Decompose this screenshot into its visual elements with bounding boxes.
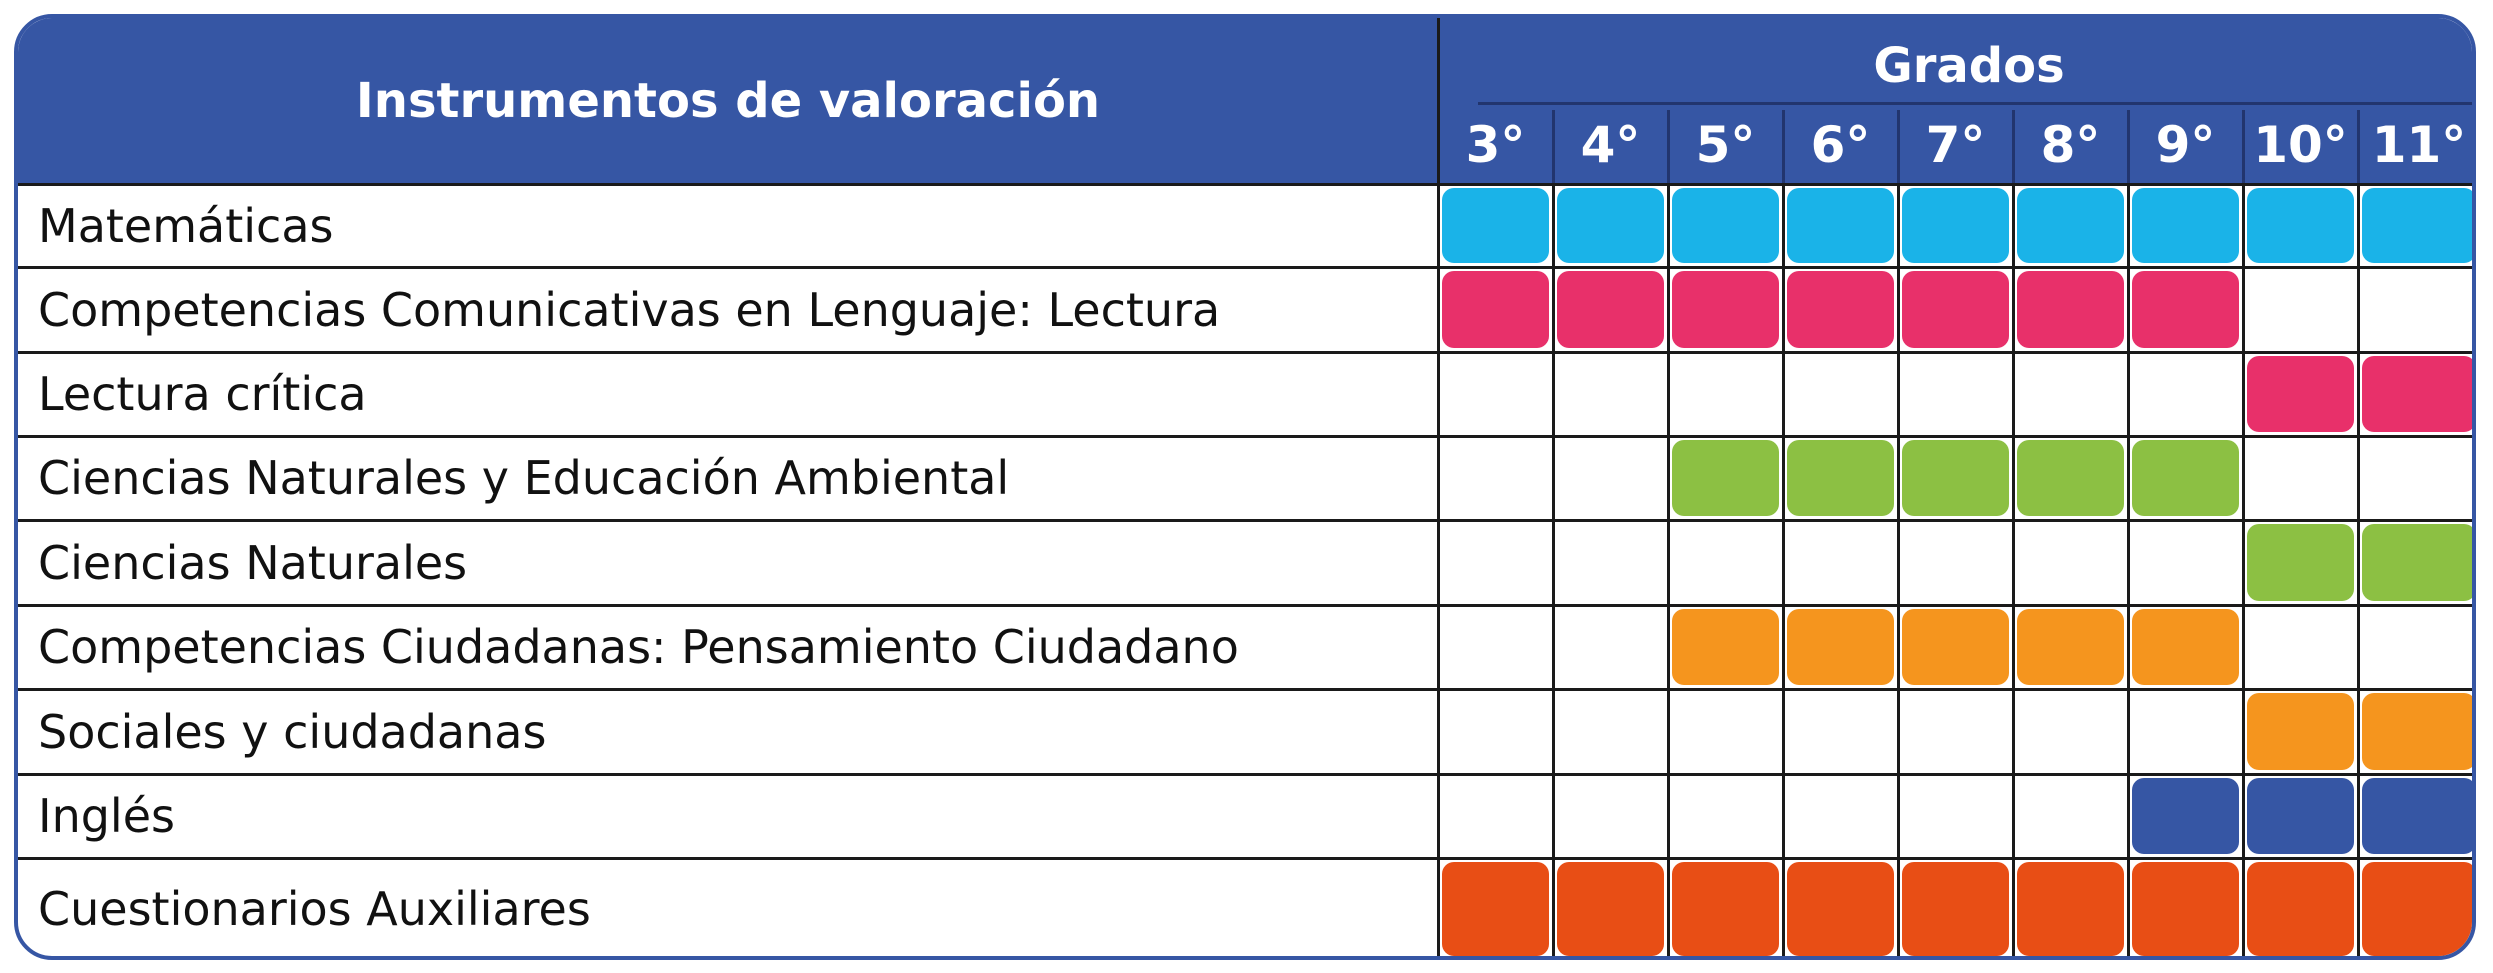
column-divider	[1552, 184, 1555, 956]
grade-cell-filled	[2247, 188, 2354, 263]
grade-cell-filled	[2132, 862, 2239, 956]
header-grade-separator	[2127, 110, 2130, 184]
row-label: Ciencias Naturales	[38, 535, 468, 590]
grade-cell-filled	[1787, 862, 1894, 956]
row-label: Sociales y ciudadanas	[38, 704, 547, 759]
grade-header-5: 7°	[1925, 116, 1986, 174]
grade-cell-filled	[1787, 188, 1894, 263]
row-divider	[18, 857, 2472, 860]
grade-cell-filled	[2132, 271, 2239, 348]
grade-cell-filled	[2132, 609, 2239, 685]
grade-cell-filled	[2362, 524, 2472, 601]
grade-cell-filled	[1672, 609, 1779, 685]
grade-cell-filled	[2247, 778, 2354, 854]
column-divider	[1437, 18, 1440, 956]
column-divider	[1897, 184, 1900, 956]
grade-header-8: 10°	[2253, 116, 2348, 174]
grade-cell-filled	[2017, 609, 2124, 685]
grade-cell-filled	[2132, 188, 2239, 263]
assessment-table: Instrumentos de valoración Grados 3° 4° 5°…	[14, 14, 2476, 960]
grade-header-6: 8°	[2040, 116, 2101, 174]
header-grade-separator	[2242, 110, 2245, 184]
column-divider	[2127, 184, 2130, 956]
grade-cell-filled	[1787, 271, 1894, 348]
grade-header-7: 9°	[2155, 116, 2216, 174]
grade-cell-filled	[1902, 271, 2009, 348]
column-divider	[1782, 184, 1785, 956]
table-header	[18, 18, 2472, 184]
grade-cell-filled	[1557, 862, 1664, 956]
grade-cell-filled	[1787, 609, 1894, 685]
row-label: Matemáticas	[38, 198, 334, 253]
grade-cell-filled	[2017, 271, 2124, 348]
grade-cell-filled	[1672, 440, 1779, 516]
row-divider	[18, 435, 2472, 438]
grades-divider	[1478, 102, 2472, 105]
row-label: Lectura crítica	[38, 367, 367, 421]
grade-cell-filled	[1442, 862, 1549, 956]
grade-header-4: 6°	[1810, 116, 1871, 174]
row-divider	[18, 688, 2472, 691]
instruments-column-title: Instrumentos de valoración	[355, 73, 1101, 129]
grade-cell-filled	[2247, 524, 2354, 601]
row-label: Ciencias Naturales y Educación Ambiental	[38, 451, 1010, 505]
row-divider	[18, 773, 2472, 776]
grade-cell-filled	[1672, 188, 1779, 263]
grade-header-2: 4°	[1580, 116, 1641, 174]
grade-cell-filled	[2247, 356, 2354, 432]
header-grade-separator	[1897, 110, 1900, 184]
row-label: Competencias Ciudadanas: Pensamiento Ciu…	[38, 620, 1239, 674]
grade-cell-filled	[1672, 862, 1779, 956]
grade-cell-filled	[1442, 271, 1549, 348]
grade-cell-filled	[1557, 271, 1664, 348]
row-label: Inglés	[38, 789, 175, 843]
grade-cell-filled	[2017, 440, 2124, 516]
grade-cell-filled	[2362, 356, 2472, 432]
grade-cell-filled	[2132, 440, 2239, 516]
grade-cell-filled	[2132, 778, 2239, 854]
row-label: Competencias Comunicativas en Lenguaje: …	[38, 282, 1221, 337]
grade-cell-filled	[1902, 440, 2009, 516]
grade-cell-filled	[2017, 862, 2124, 956]
grade-cell-filled	[2247, 693, 2354, 770]
grade-cell-filled	[1557, 188, 1664, 263]
grade-cell-filled	[1442, 188, 1549, 263]
grades-column-title: Grados	[1873, 38, 2065, 94]
row-label: Cuestionarios Auxiliares	[38, 882, 591, 936]
column-divider	[2357, 184, 2360, 956]
grade-cell-filled	[1787, 440, 1894, 516]
column-divider	[1667, 184, 1670, 956]
grade-cell-filled	[2247, 862, 2354, 956]
header-grade-separator	[1782, 110, 1785, 184]
grade-cell-filled	[1672, 271, 1779, 348]
header-grade-separator	[2012, 110, 2015, 184]
grade-cell-filled	[2362, 778, 2472, 854]
grade-cell-filled	[1902, 609, 2009, 685]
grade-cell-filled	[1902, 862, 2009, 956]
grade-cell-filled	[2362, 862, 2472, 956]
row-divider	[18, 604, 2472, 607]
row-divider	[18, 519, 2472, 522]
row-divider	[18, 183, 2472, 186]
grade-cell-filled	[2362, 693, 2472, 770]
grade-cell-filled	[2017, 188, 2124, 263]
grade-header-9: 11°	[2371, 116, 2467, 174]
grade-header-1: 3°	[1465, 116, 1526, 174]
row-divider	[18, 351, 2472, 354]
column-divider	[2242, 184, 2245, 956]
header-grade-separator	[2357, 110, 2360, 184]
grade-cell-filled	[2362, 188, 2472, 263]
grade-cell-filled	[1902, 188, 2009, 263]
row-divider	[18, 266, 2472, 269]
header-grade-separator	[1552, 110, 1555, 184]
header-grade-separator	[1667, 110, 1670, 184]
column-divider	[2012, 184, 2015, 956]
grade-header-3: 5°	[1695, 116, 1756, 174]
